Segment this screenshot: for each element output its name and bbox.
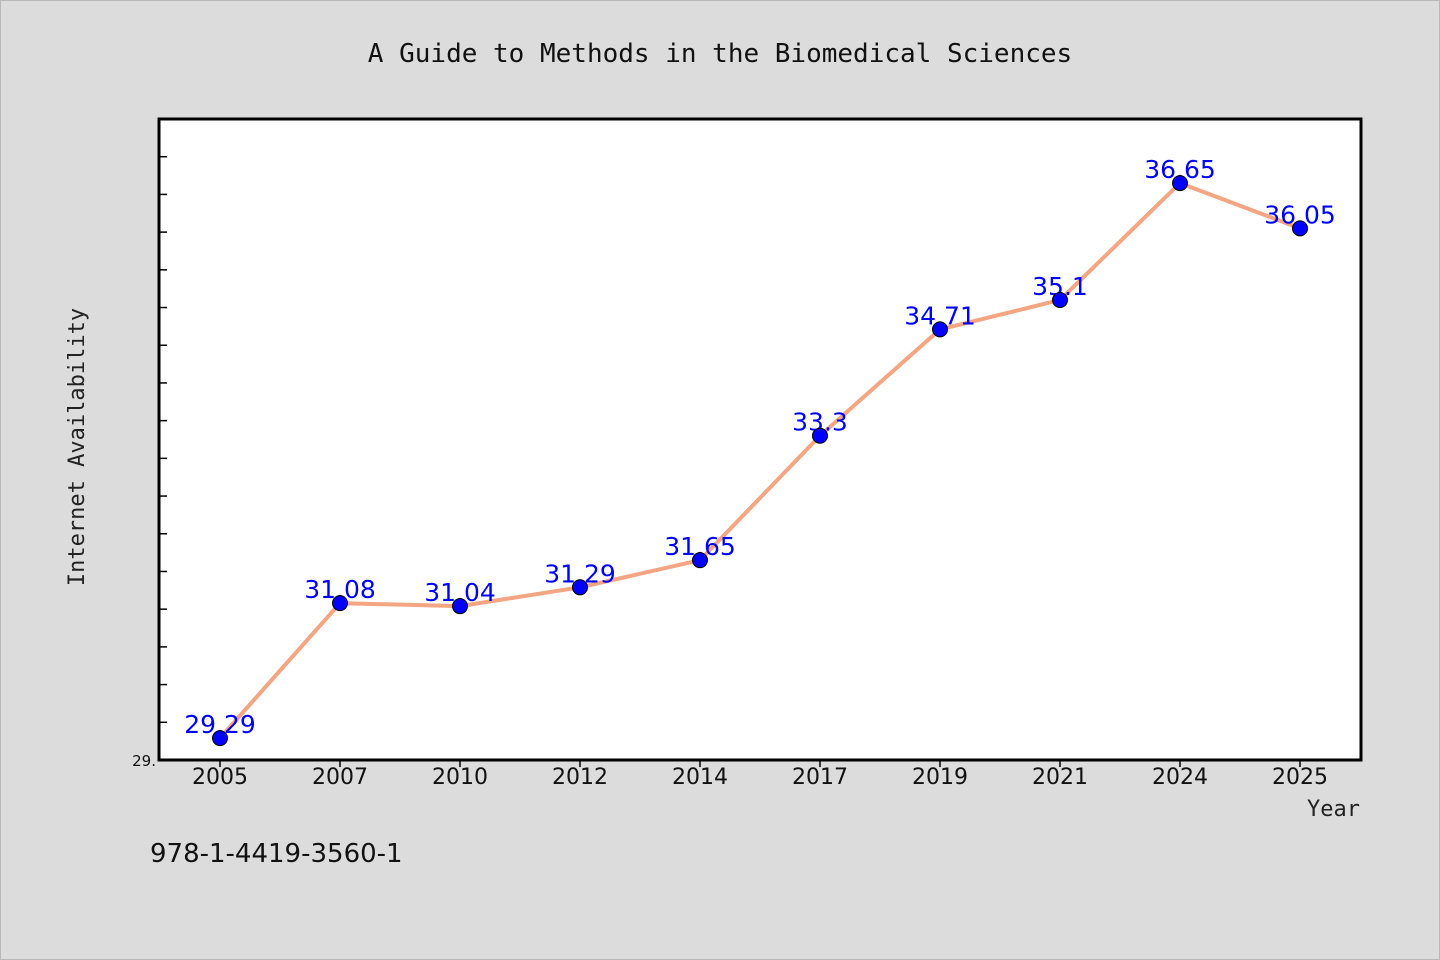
x-tick-label: 2021 (1032, 765, 1088, 790)
x-tick-label: 2007 (312, 765, 368, 790)
data-point (812, 427, 828, 444)
data-point (932, 321, 948, 338)
x-tick-label: 2017 (792, 765, 848, 790)
series-line (218, 181, 1301, 740)
data-point (1292, 220, 1308, 237)
data-point (692, 552, 708, 569)
y-axis-minor-ticks (159, 118, 167, 724)
data-point (452, 598, 468, 615)
y-axis-label: Internet Availability (65, 308, 90, 586)
x-tick-label: 2014 (672, 765, 728, 790)
x-axis-ticks: 2005 2007 2010 2012 2014 2017 2019 2021 2024 2025 (192, 760, 1328, 790)
x-tick-label: 2024 (1152, 765, 1208, 790)
x-tick-label: 2012 (552, 765, 608, 790)
data-point (1172, 175, 1188, 192)
x-axis-label: Year (1307, 797, 1360, 822)
data-point (212, 730, 228, 747)
data-point (572, 579, 588, 596)
x-tick-label: 2010 (432, 765, 488, 790)
isbn-text: 978-1-4419-3560-1 (150, 839, 403, 869)
data-point (1052, 291, 1068, 308)
x-tick-label: 2019 (912, 765, 968, 790)
chart-title: A Guide to Methods in the Biomedical Sci… (368, 39, 1072, 69)
plot-area (157, 117, 1363, 762)
x-tick-label: 2005 (192, 765, 248, 790)
y-tick-label-min: 29. (132, 752, 156, 770)
data-point (332, 595, 348, 612)
x-tick-label: 2025 (1272, 765, 1328, 790)
